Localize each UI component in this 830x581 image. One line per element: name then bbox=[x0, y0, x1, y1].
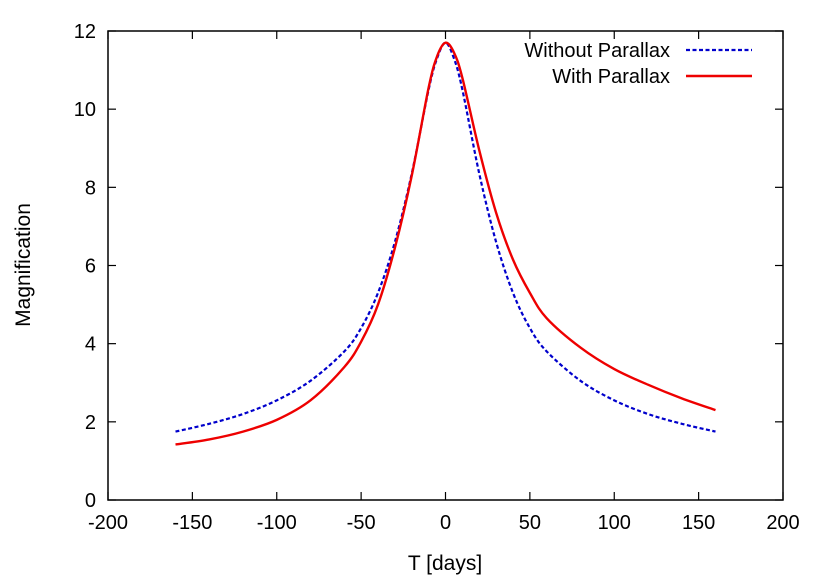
x-tick-label-3: -50 bbox=[347, 512, 376, 534]
x-tick-label-6: 100 bbox=[598, 512, 631, 534]
legend-label-1: With Parallax bbox=[552, 66, 670, 88]
axis-ticks: -200 -150 -100 -50 0 50 100 150 200 0 2 4 6 8 10 12 bbox=[74, 21, 800, 534]
x-tick-label-1: -150 bbox=[172, 512, 212, 534]
x-tick-label-0: -200 bbox=[88, 512, 128, 534]
y-tick-label-1: 2 bbox=[85, 412, 96, 434]
legend: Without Parallax With Parallax bbox=[524, 40, 752, 88]
plot-frame bbox=[107, 30, 784, 501]
x-tick-label-7: 150 bbox=[682, 512, 715, 534]
y-tick-label-3: 6 bbox=[85, 256, 96, 278]
x-axis-title: T [days] bbox=[408, 552, 482, 575]
x-tick-label-8: 200 bbox=[766, 512, 799, 534]
y-tick-label-0: 0 bbox=[85, 490, 96, 512]
plot-marks bbox=[175, 41, 716, 446]
y-axis-title: Magnification bbox=[12, 203, 35, 327]
y-tick-label-6: 12 bbox=[74, 21, 96, 43]
x-tick-label-5: 50 bbox=[519, 512, 541, 534]
legend-label-0: Without Parallax bbox=[524, 40, 670, 62]
y-tick-label-5: 10 bbox=[74, 99, 96, 121]
series-line-0 bbox=[175, 41, 716, 433]
x-tick-label-4: 0 bbox=[440, 512, 451, 534]
y-tick-label-2: 4 bbox=[85, 334, 96, 356]
y-tick-label-4: 8 bbox=[85, 177, 96, 199]
series-line-1 bbox=[175, 41, 716, 446]
x-tick-label-2: -100 bbox=[257, 512, 297, 534]
